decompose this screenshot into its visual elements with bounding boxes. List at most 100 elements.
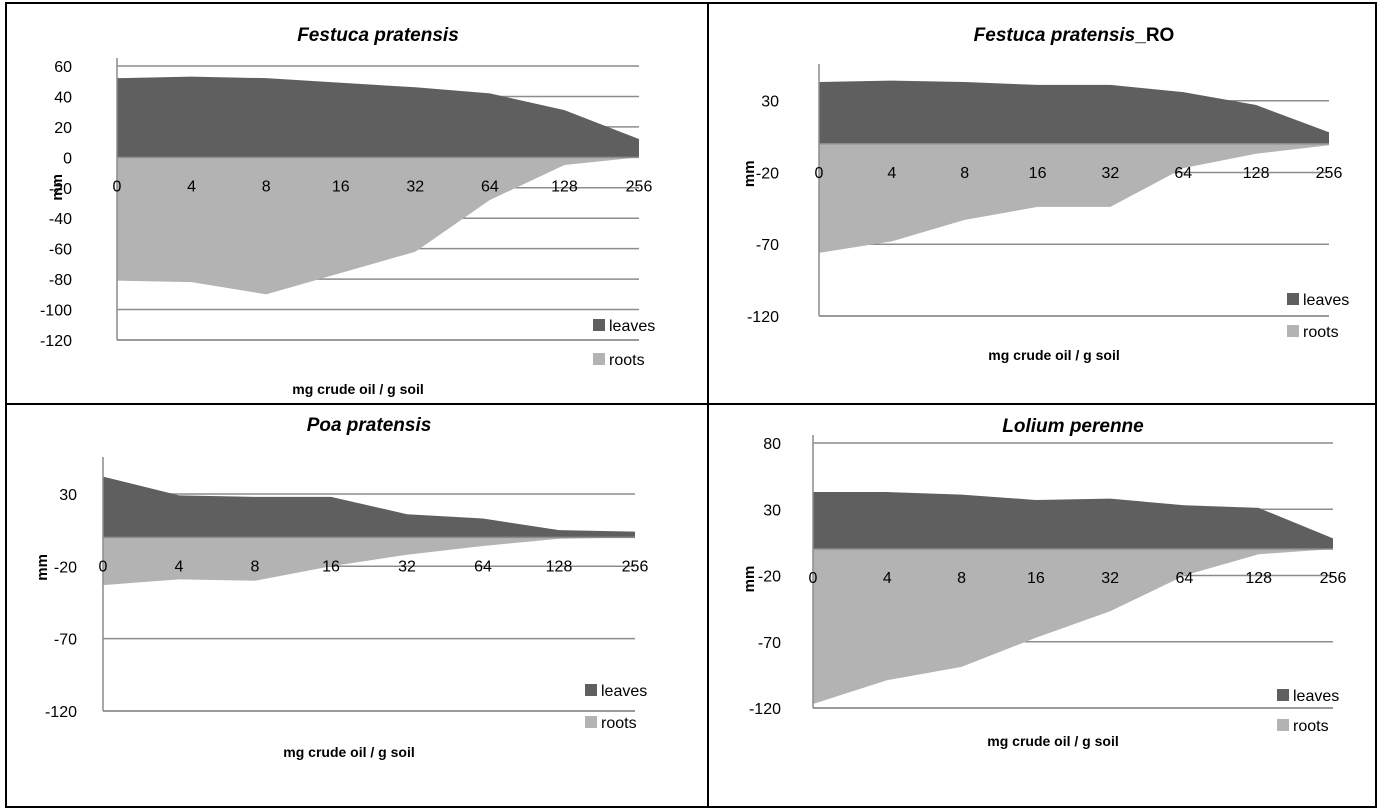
legend-label-roots: roots [609, 352, 645, 369]
series-area-leaves [819, 80, 1329, 144]
legend-label-leaves: leaves [601, 683, 647, 700]
frame-bottom [5, 806, 1377, 808]
x-tick-label: 64 [481, 178, 499, 195]
x-axis-label: mg crude oil / g soil [292, 381, 423, 397]
chart-title-species: Festuca pratensis [297, 25, 459, 46]
x-tick-label: 64 [474, 558, 492, 575]
x-tick-label: 256 [622, 558, 649, 575]
y-tick-label: 80 [763, 436, 781, 453]
y-tick-label: -20 [756, 165, 779, 182]
x-tick-label: 64 [1174, 165, 1192, 182]
legend-swatch-leaves [1287, 293, 1299, 305]
x-tick-label: 32 [398, 558, 416, 575]
y-tick-label: 40 [54, 89, 72, 106]
y-tick-label: -70 [758, 635, 781, 652]
y-tick-label: -100 [40, 303, 72, 320]
x-tick-label: 128 [546, 558, 573, 575]
chart-title-species: Lolium perenne [1002, 416, 1144, 437]
x-tick-label: 256 [1316, 165, 1343, 182]
y-tick-label: -60 [49, 242, 72, 259]
legend-label-leaves: leaves [1293, 688, 1339, 705]
chart-title: Poa pratensis [307, 415, 432, 436]
x-tick-label: 16 [1027, 570, 1045, 587]
y-tick-label: 30 [59, 487, 77, 504]
x-tick-label: 8 [957, 570, 966, 587]
series-area-leaves [813, 492, 1333, 549]
legend-swatch-leaves [593, 319, 605, 331]
chart-title: Festuca pratensis [297, 25, 459, 46]
legend-label-roots: roots [1303, 324, 1339, 341]
frame-right [1375, 2, 1377, 808]
y-tick-label: -120 [40, 333, 72, 350]
chart-title-species: Poa pratensis [307, 415, 432, 436]
legend-swatch-roots [1287, 325, 1299, 337]
chart-title-species: Festuca pratensis [974, 25, 1136, 46]
y-axis-label: mm [34, 554, 51, 581]
frame-left [5, 2, 7, 808]
y-axis-label: mm [741, 160, 758, 187]
x-tick-label: 0 [809, 570, 818, 587]
legend-label-roots: roots [1293, 718, 1329, 735]
legend-swatch-roots [1277, 719, 1289, 731]
y-tick-label: -120 [749, 701, 781, 718]
y-tick-label: 30 [761, 94, 779, 111]
legend-swatch-leaves [1277, 689, 1289, 701]
y-axis-label: mm [49, 174, 66, 201]
x-tick-label: 32 [1101, 570, 1119, 587]
chart-festuca-pratensis-ro: 30 -20 -70 -120 0 4 8 16 32 64 128 256 Festuca prate… [709, 4, 1375, 403]
x-tick-label: 4 [187, 178, 196, 195]
y-tick-label: -20 [758, 569, 781, 586]
x-tick-label: 4 [883, 570, 892, 587]
x-tick-label: 8 [960, 165, 969, 182]
chart-svg: 30 -20 -70 -120 0 4 8 16 32 64 128 256 Poa pratensis… [34, 415, 649, 760]
y-tick-label: 20 [54, 120, 72, 137]
x-tick-label: 256 [1320, 570, 1347, 587]
y-tick-label: -70 [54, 632, 77, 649]
y-tick-label: -80 [49, 272, 72, 289]
chart-title: Lolium perenne [1002, 416, 1144, 437]
frame-middle-horizontal [5, 403, 1377, 405]
legend-label-leaves: leaves [1303, 292, 1349, 309]
series-area-roots [117, 157, 639, 295]
series-area-roots [813, 549, 1333, 705]
x-tick-label: 32 [1102, 165, 1120, 182]
x-tick-label: 0 [113, 178, 122, 195]
y-tick-label: -20 [54, 559, 77, 576]
frame-top [5, 2, 1377, 4]
series-area-leaves [117, 76, 639, 158]
y-tick-label: -120 [747, 309, 779, 326]
x-tick-label: 128 [551, 178, 578, 195]
x-tick-label: 4 [175, 558, 184, 575]
legend-label-roots: roots [601, 715, 637, 732]
x-tick-label: 16 [1029, 165, 1047, 182]
x-axis-label: mg crude oil / g soil [283, 744, 414, 760]
x-tick-label: 8 [262, 178, 271, 195]
y-tick-label: 0 [63, 150, 72, 167]
series-area-roots [819, 143, 1329, 253]
x-tick-label: 64 [1176, 570, 1194, 587]
x-tick-label: 32 [406, 178, 424, 195]
chart-lolium-perenne: 80 30 -20 -70 -120 0 4 8 16 32 64 128 256 Lolium pere… [709, 405, 1375, 806]
x-tick-label: 256 [626, 178, 653, 195]
x-tick-label: 4 [887, 165, 896, 182]
chart-svg: 30 -20 -70 -120 0 4 8 16 32 64 128 256 Festuca prate… [741, 25, 1349, 363]
x-tick-label: 16 [332, 178, 350, 195]
chart-title-suffix: _RO [1134, 25, 1174, 46]
series-area-roots [103, 537, 635, 586]
x-axis-label: mg crude oil / g soil [987, 733, 1118, 749]
x-tick-label: 0 [99, 558, 108, 575]
series-area-leaves [103, 476, 635, 538]
legend-swatch-roots [593, 353, 605, 365]
x-tick-label: 128 [1245, 570, 1272, 587]
chart-svg: 60 40 20 0 -20 -40 -60 -80 -100 -120 0 4 8 16 32 64 128 2… [40, 25, 655, 397]
y-tick-label: 30 [763, 502, 781, 519]
y-tick-label: 60 [54, 59, 72, 76]
y-tick-label: -20 [49, 181, 72, 198]
x-tick-label: 0 [815, 165, 824, 182]
y-tick-label: -120 [45, 704, 77, 721]
x-tick-label: 16 [322, 558, 340, 575]
x-tick-label: 8 [251, 558, 260, 575]
x-tick-label: 128 [1243, 165, 1270, 182]
y-axis-label: mm [741, 566, 758, 593]
